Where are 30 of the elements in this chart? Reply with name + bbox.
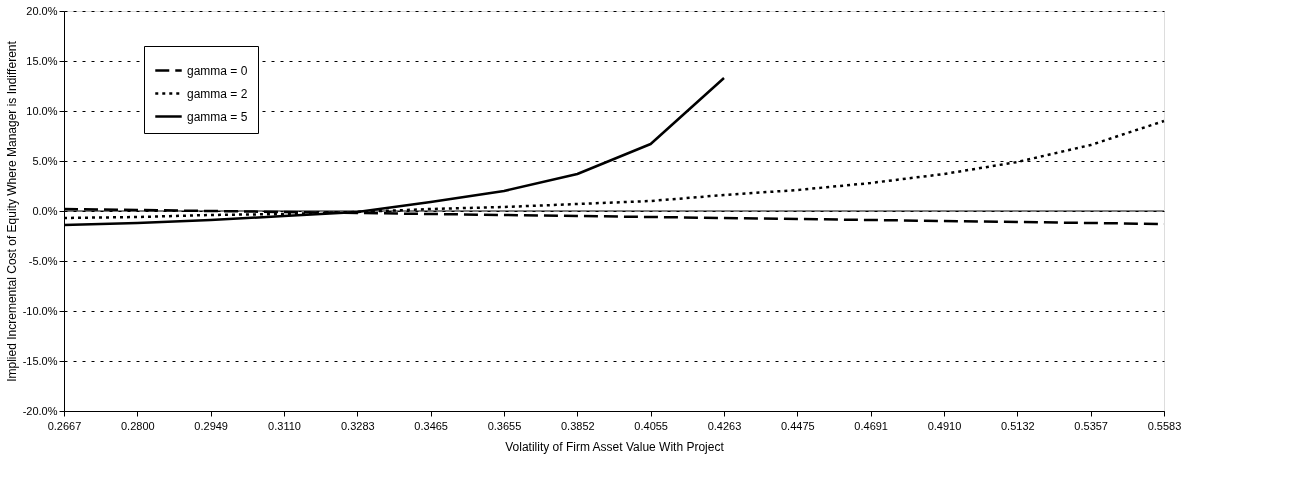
y-tick-label: 5.0% — [32, 154, 58, 167]
x-tick-label: 0.2949 — [194, 419, 228, 432]
legend-label: gamma = 5 — [187, 109, 248, 124]
y-tick-label: -10.0% — [22, 304, 58, 317]
x-axis-title: Volatility of Firm Asset Value With Project — [505, 439, 725, 454]
y-tick-label: 15.0% — [26, 54, 58, 67]
x-tick-label: 0.4475 — [781, 419, 815, 432]
legend-label: gamma = 0 — [187, 63, 248, 78]
x-tick-label: 0.4910 — [927, 419, 962, 432]
y-tick-label: -15.0% — [22, 354, 58, 367]
y-tick-label: 0.0% — [32, 204, 58, 217]
x-tick-label: 0.4055 — [634, 419, 668, 432]
x-tick-label: 0.5357 — [1074, 419, 1108, 432]
x-tick-label: 0.3110 — [268, 419, 301, 432]
y-tick-label: -5.0% — [28, 254, 58, 267]
legend-label: gamma = 2 — [187, 86, 248, 101]
x-tick-label: 0.3852 — [561, 419, 595, 432]
y-tick-label: 10.0% — [26, 104, 58, 117]
y-axis-title: Implied Incremental Cost of Equity Where Manager is Indifferent — [4, 40, 19, 382]
x-tick-label: 0.2667 — [47, 419, 82, 432]
x-tick-label: 0.3655 — [487, 419, 522, 432]
x-tick-label: 0.5132 — [1001, 419, 1035, 432]
x-tick-label: 0.2800 — [121, 419, 155, 432]
x-tick-label: 0.3465 — [414, 419, 448, 432]
x-tick-label: 0.5583 — [1147, 419, 1182, 432]
y-tick-label: 20.0% — [26, 4, 58, 17]
x-tick-label: 0.4263 — [707, 419, 742, 432]
y-tick-label: -20.0% — [22, 404, 58, 417]
x-tick-label: 0.3283 — [341, 419, 375, 432]
x-tick-label: 0.4691 — [854, 419, 888, 432]
